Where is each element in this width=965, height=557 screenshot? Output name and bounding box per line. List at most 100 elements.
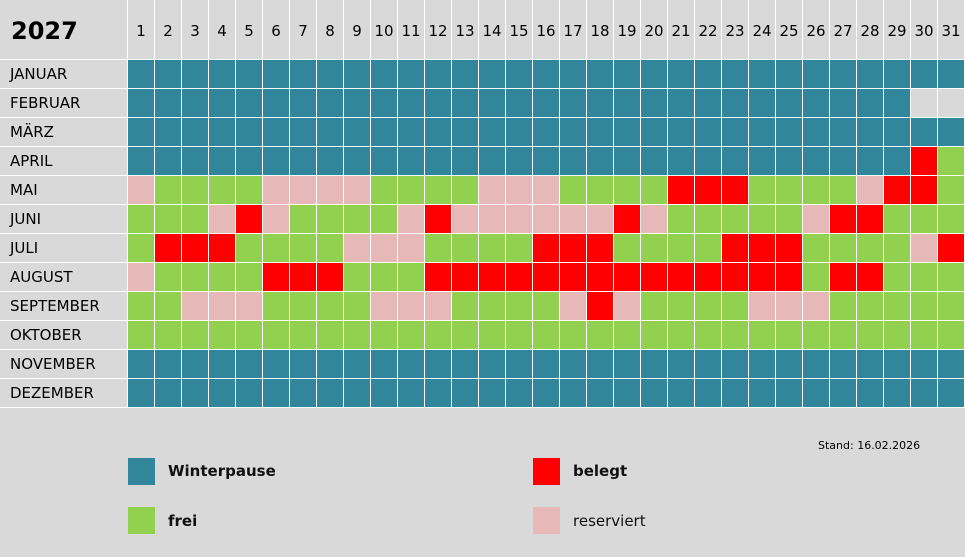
day-cell-frei (344, 321, 371, 350)
day-cell-winterpause (317, 89, 344, 118)
day-cell-frei (209, 263, 236, 292)
day-cell-belegt (425, 263, 452, 292)
day-cell-winterpause (398, 89, 425, 118)
day-cell-winterpause (911, 350, 938, 379)
day-cell-winterpause (209, 60, 236, 89)
day-cell-winterpause (641, 60, 668, 89)
day-cell-belegt (452, 263, 479, 292)
day-cell-winterpause (344, 379, 371, 408)
day-cell-frei (155, 321, 182, 350)
day-cell-frei (641, 176, 668, 205)
day-cell-frei (425, 234, 452, 263)
day-cell-winterpause (884, 379, 911, 408)
day-cell-belegt (884, 176, 911, 205)
day-cell-frei (857, 234, 884, 263)
day-cell-belegt (506, 263, 533, 292)
day-cell-frei (533, 321, 560, 350)
day-cell-winterpause (641, 350, 668, 379)
day-cell-winterpause (587, 89, 614, 118)
day-cell-winterpause (857, 118, 884, 147)
day-cell-winterpause (911, 60, 938, 89)
day-cell-winterpause (128, 118, 155, 147)
day-cell-frei (155, 176, 182, 205)
day-cell-frei (236, 263, 263, 292)
day-cell-reserviert (533, 205, 560, 234)
day-cell-frei (128, 321, 155, 350)
day-cell-winterpause (803, 118, 830, 147)
day-cell-reserviert (803, 292, 830, 321)
day-cell-belegt (911, 147, 938, 176)
day-cell-winterpause (614, 60, 641, 89)
day-cell-winterpause (425, 118, 452, 147)
day-cell-reserviert (182, 292, 209, 321)
day-cell-reserviert (641, 205, 668, 234)
day-cell-na (938, 89, 965, 118)
day-cell-winterpause (803, 147, 830, 176)
day-cell-belegt (938, 234, 965, 263)
day-cell-reserviert (209, 205, 236, 234)
day-cell-winterpause (668, 89, 695, 118)
day-cell-belegt (587, 292, 614, 321)
day-cell-winterpause (506, 118, 533, 147)
day-cell-frei (317, 205, 344, 234)
day-cell-belegt (857, 263, 884, 292)
day-cell-belegt (911, 176, 938, 205)
day-cell-frei (803, 234, 830, 263)
day-cell-frei (371, 176, 398, 205)
day-cell-frei (587, 321, 614, 350)
day-cell-belegt (560, 263, 587, 292)
day-cell-frei (317, 234, 344, 263)
day-cell-frei (695, 205, 722, 234)
day-cell-winterpause (506, 89, 533, 118)
legend-label-belegt: belegt (573, 462, 628, 480)
day-header: 15 (506, 0, 533, 60)
day-header: 1 (128, 0, 155, 60)
day-cell-winterpause (209, 118, 236, 147)
day-cell-winterpause (236, 60, 263, 89)
day-cell-winterpause (452, 379, 479, 408)
day-cell-belegt (155, 234, 182, 263)
day-cell-winterpause (884, 118, 911, 147)
month-label: JULI (0, 234, 128, 263)
day-cell-reserviert (344, 176, 371, 205)
day-cell-winterpause (182, 89, 209, 118)
day-cell-frei (830, 292, 857, 321)
day-cell-winterpause (371, 89, 398, 118)
day-cell-reserviert (776, 292, 803, 321)
day-cell-winterpause (614, 118, 641, 147)
day-cell-winterpause (290, 89, 317, 118)
day-cell-belegt (722, 176, 749, 205)
day-cell-frei (722, 292, 749, 321)
day-cell-belegt (425, 205, 452, 234)
day-cell-frei (776, 176, 803, 205)
day-cell-frei (938, 263, 965, 292)
day-cell-frei (911, 205, 938, 234)
day-cell-reserviert (479, 205, 506, 234)
day-cell-winterpause (830, 350, 857, 379)
legend-label-winterpause: Winterpause (168, 462, 276, 480)
day-cell-frei (614, 234, 641, 263)
day-cell-winterpause (749, 350, 776, 379)
day-cell-belegt (560, 234, 587, 263)
day-cell-winterpause (641, 89, 668, 118)
day-cell-reserviert (560, 292, 587, 321)
day-cell-winterpause (857, 89, 884, 118)
day-cell-winterpause (398, 147, 425, 176)
day-cell-winterpause (533, 350, 560, 379)
day-cell-belegt (830, 205, 857, 234)
day-cell-belegt (317, 263, 344, 292)
day-cell-winterpause (452, 350, 479, 379)
day-cell-reserviert (236, 292, 263, 321)
month-label: FEBRUAR (0, 89, 128, 118)
day-cell-winterpause (290, 118, 317, 147)
day-cell-reserviert (749, 292, 776, 321)
day-cell-frei (695, 234, 722, 263)
day-cell-winterpause (263, 118, 290, 147)
day-cell-frei (128, 205, 155, 234)
day-cell-winterpause (290, 60, 317, 89)
day-cell-winterpause (155, 89, 182, 118)
day-cell-winterpause (695, 89, 722, 118)
day-cell-winterpause (425, 147, 452, 176)
day-cell-winterpause (695, 379, 722, 408)
day-cell-winterpause (236, 118, 263, 147)
